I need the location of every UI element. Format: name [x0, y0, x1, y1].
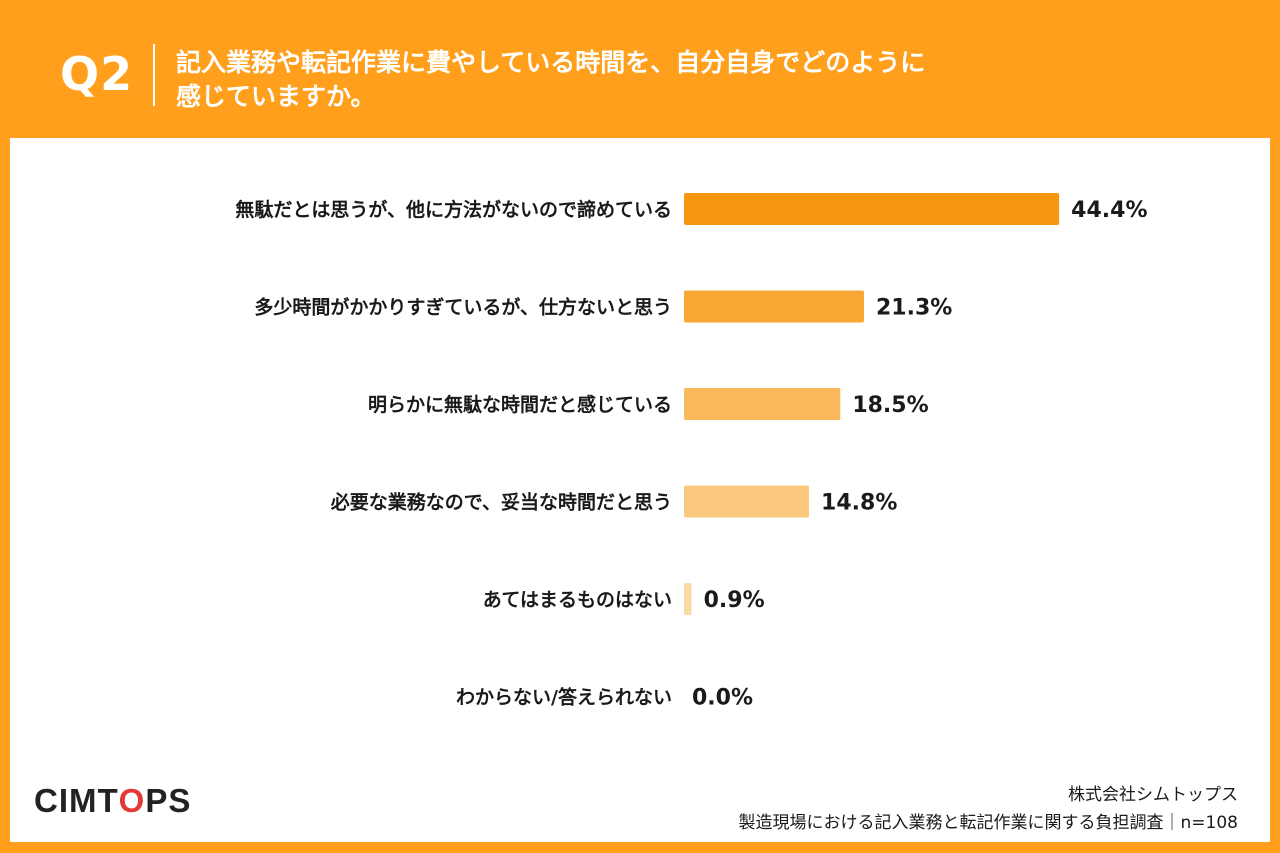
value-label: 0.9% [704, 588, 765, 613]
value-label: 44.4% [1071, 198, 1147, 223]
value-label: 0.0% [692, 686, 753, 711]
category-label: 無駄だとは思うが、他に方法がないので諦めている [235, 198, 672, 221]
cimtops-logo: CIMTOPS [34, 782, 191, 820]
question-title: 記入業務や転記作業に費やしている時間を、自分自身でどのように 感じていますか。 [176, 48, 926, 111]
bar [684, 388, 841, 420]
bar [684, 583, 692, 615]
bar [684, 485, 810, 518]
value-label: 14.8% [821, 491, 897, 516]
value-label: 18.5% [852, 393, 928, 418]
bar [684, 290, 864, 323]
question-header: Q2 記入業務や転記作業に費やしている時間を、自分自身でどのように 感じています… [0, 0, 1280, 138]
logo-text-start: CIMT [34, 782, 119, 819]
value-label: 21.3% [876, 296, 952, 321]
category-label: 必要な業務なので、妥当な時間だと思う [330, 491, 672, 514]
category-label: あてはまるものはない [483, 589, 672, 611]
footer-source: 株式会社シムトップス 製造現場における記入業務と転記作業に関する負担調査｜n=1… [739, 781, 1238, 837]
question-number: Q2 [60, 47, 134, 101]
logo-text-end: PS [145, 782, 192, 819]
category-label: 明らかに無駄な時間だと感じている [368, 393, 672, 416]
category-label: 多少時間がかかりすぎているが、仕方ないと思う [254, 296, 672, 319]
header-divider [153, 44, 155, 106]
chart-panel [10, 138, 1270, 842]
company-name: 株式会社シムトップス [1068, 785, 1238, 805]
bar [684, 193, 1060, 225]
logo-o-mark: O [118, 782, 146, 819]
category-label: わからない/答えられない [456, 686, 672, 709]
survey-info: 製造現場における記入業務と転記作業に関する負担調査｜n=108 [738, 813, 1238, 833]
